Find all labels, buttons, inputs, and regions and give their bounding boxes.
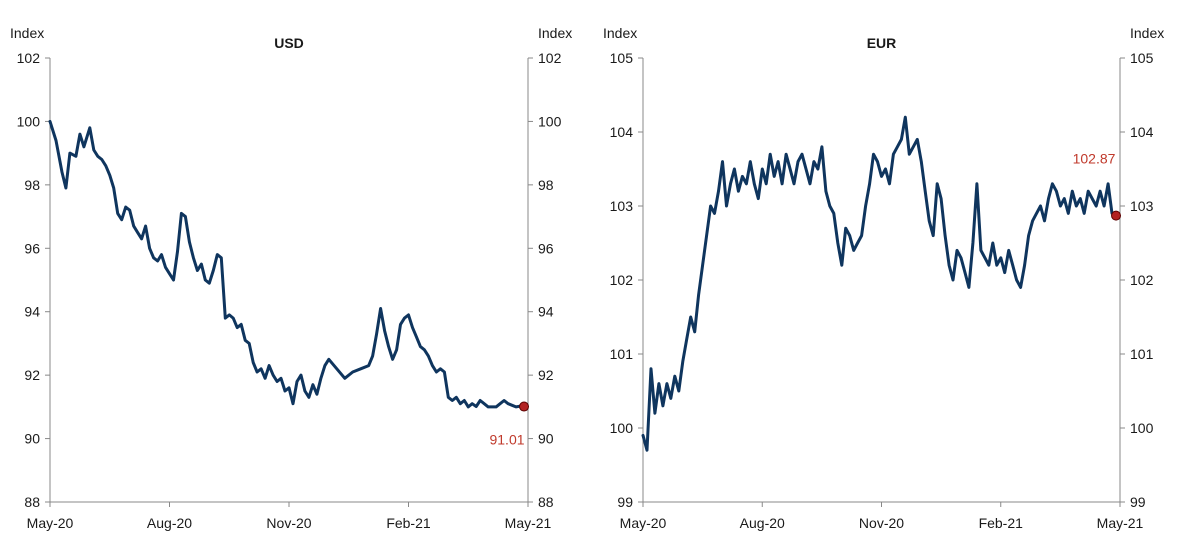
eur-right-tick-label: 101 xyxy=(1130,346,1154,362)
usd-end-value-label: 91.01 xyxy=(489,432,524,448)
eur-end-value-label: 102.87 xyxy=(1073,151,1116,167)
eur-x-tick-label: Aug-20 xyxy=(740,515,785,531)
eur-series-line xyxy=(641,115,1118,452)
eur-x-tick-label: Feb-21 xyxy=(979,515,1024,531)
usd-chart-panel: USD Index Index 88 88 90 90 92 92 94 94 96 96 98 98 100… xyxy=(10,25,572,531)
usd-right-tick-label: 90 xyxy=(538,431,554,447)
usd-chart-title: USD xyxy=(274,35,304,51)
eur-left-tick-label: 103 xyxy=(610,198,634,214)
usd-left-tick-label: 98 xyxy=(24,177,40,193)
eur-right-tick-label: 105 xyxy=(1130,50,1154,66)
usd-right-axis-unit: Index xyxy=(538,25,572,41)
usd-right-tick-label: 102 xyxy=(538,50,562,66)
eur-left-tick-label: 105 xyxy=(610,50,634,66)
eur-left-tick-label: 102 xyxy=(610,272,634,288)
eur-left-tick-label: 104 xyxy=(610,124,634,140)
eur-right-axis-unit: Index xyxy=(1130,25,1164,41)
usd-right-tick-label: 98 xyxy=(538,177,554,193)
usd-left-tick-label: 94 xyxy=(24,304,40,320)
eur-right-tick-label: 100 xyxy=(1130,420,1154,436)
usd-x-tick-label: Aug-20 xyxy=(147,515,192,531)
usd-right-tick-label: 100 xyxy=(538,113,562,129)
eur-left-tick-label: 99 xyxy=(617,494,633,510)
usd-right-tick-label: 88 xyxy=(538,494,554,510)
usd-left-tick-label: 92 xyxy=(24,367,40,383)
eur-right-tick-label: 103 xyxy=(1130,198,1154,214)
usd-left-tick-label: 102 xyxy=(17,50,41,66)
usd-right-tick-label: 94 xyxy=(538,304,554,320)
usd-x-tick-label: May-20 xyxy=(27,515,74,531)
eur-x-tick-label: May-20 xyxy=(620,515,667,531)
usd-left-axis-unit: Index xyxy=(10,25,44,41)
usd-series-line xyxy=(48,119,526,409)
eur-chart-panel: EUR Index Index 99 99 100 100 101 101 102 102 103 10… xyxy=(603,25,1164,531)
usd-end-marker xyxy=(519,401,530,412)
eur-right-tick-label: 104 xyxy=(1130,124,1154,140)
eur-right-tick-label: 99 xyxy=(1130,494,1146,510)
usd-x-tick-label: Feb-21 xyxy=(386,515,431,531)
usd-left-tick-label: 88 xyxy=(24,494,40,510)
eur-left-axis-unit: Index xyxy=(603,25,637,41)
usd-left-tick-label: 96 xyxy=(24,240,40,256)
eur-left-tick-label: 101 xyxy=(610,346,634,362)
eur-left-tick-label: 100 xyxy=(610,420,634,436)
eur-end-marker xyxy=(1111,210,1122,221)
eur-right-tick-label: 102 xyxy=(1130,272,1154,288)
usd-left-tick-label: 90 xyxy=(24,431,40,447)
usd-right-tick-label: 96 xyxy=(538,240,554,256)
usd-x-tick-label: May-21 xyxy=(505,515,552,531)
eur-x-tick-label: Nov-20 xyxy=(859,515,904,531)
usd-left-tick-label: 100 xyxy=(17,113,41,129)
usd-x-tick-label: Nov-20 xyxy=(266,515,311,531)
eur-chart-title: EUR xyxy=(867,35,897,51)
eur-x-tick-label: May-21 xyxy=(1097,515,1144,531)
usd-right-tick-label: 92 xyxy=(538,367,554,383)
